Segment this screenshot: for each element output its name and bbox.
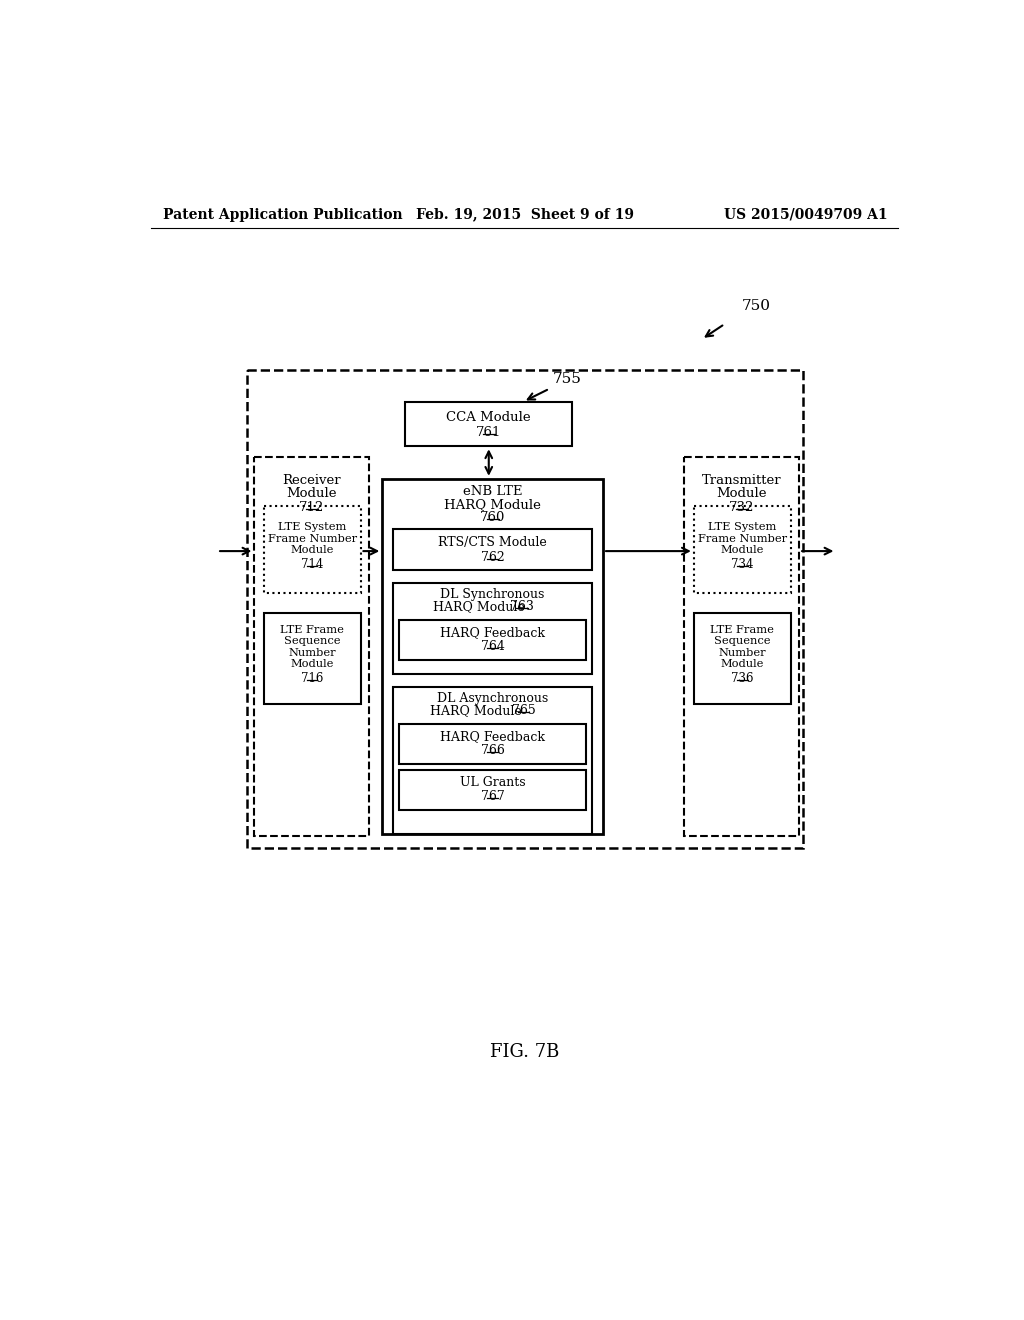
- Bar: [693, 507, 791, 593]
- Bar: [393, 529, 592, 570]
- Bar: [393, 582, 592, 673]
- Text: 736: 736: [731, 672, 754, 685]
- Text: DL Asynchronous: DL Asynchronous: [437, 693, 548, 705]
- Text: DL Synchronous: DL Synchronous: [440, 589, 545, 602]
- Text: 750: 750: [741, 300, 771, 313]
- Text: 712: 712: [299, 502, 325, 515]
- Text: Transmitter: Transmitter: [702, 474, 781, 487]
- Text: Sequence: Sequence: [714, 636, 770, 647]
- Text: Number: Number: [719, 648, 766, 657]
- Text: Sequence: Sequence: [284, 636, 340, 647]
- Text: Module: Module: [721, 659, 764, 669]
- Text: HARQ Module: HARQ Module: [430, 704, 521, 717]
- Text: Receiver: Receiver: [283, 474, 341, 487]
- Text: HARQ Feedback: HARQ Feedback: [440, 626, 545, 639]
- Bar: [263, 612, 360, 704]
- Text: Module: Module: [291, 659, 334, 669]
- Text: 755: 755: [553, 372, 582, 387]
- Text: HARQ Module: HARQ Module: [433, 601, 524, 612]
- Bar: [406, 401, 572, 446]
- Bar: [399, 619, 586, 660]
- Text: 760: 760: [480, 511, 505, 524]
- Text: 763: 763: [510, 601, 535, 612]
- Text: HARQ Feedback: HARQ Feedback: [440, 730, 545, 743]
- Bar: [393, 686, 592, 834]
- Bar: [399, 723, 586, 763]
- Text: Frame Number: Frame Number: [697, 533, 786, 544]
- Text: Module: Module: [717, 487, 767, 500]
- Text: CCA Module: CCA Module: [446, 411, 531, 424]
- Text: 762: 762: [480, 550, 505, 564]
- Text: Frame Number: Frame Number: [267, 533, 356, 544]
- Bar: [247, 370, 803, 847]
- Text: 716: 716: [301, 672, 324, 685]
- Text: 734: 734: [731, 558, 754, 572]
- Text: Module: Module: [291, 545, 334, 556]
- Text: FIG. 7B: FIG. 7B: [490, 1043, 559, 1060]
- Bar: [693, 612, 791, 704]
- Text: eNB LTE: eNB LTE: [463, 486, 522, 499]
- Text: LTE System: LTE System: [278, 523, 346, 532]
- Text: Module: Module: [287, 487, 337, 500]
- Text: LTE System: LTE System: [708, 523, 776, 532]
- Text: 761: 761: [476, 426, 502, 440]
- Text: 714: 714: [301, 558, 324, 572]
- Text: HARQ Module: HARQ Module: [444, 498, 541, 511]
- Text: LTE Frame: LTE Frame: [281, 624, 344, 635]
- Bar: [382, 479, 603, 834]
- Text: US 2015/0049709 A1: US 2015/0049709 A1: [724, 207, 888, 222]
- Text: LTE Frame: LTE Frame: [711, 624, 774, 635]
- Text: UL Grants: UL Grants: [460, 776, 525, 789]
- Text: 765: 765: [512, 704, 536, 717]
- Text: Number: Number: [288, 648, 336, 657]
- Text: 767: 767: [480, 791, 505, 804]
- Text: Feb. 19, 2015  Sheet 9 of 19: Feb. 19, 2015 Sheet 9 of 19: [416, 207, 634, 222]
- Text: RTS/CTS Module: RTS/CTS Module: [438, 536, 547, 549]
- Text: 732: 732: [729, 502, 755, 515]
- Text: 766: 766: [480, 744, 505, 758]
- Text: 764: 764: [480, 640, 505, 653]
- Bar: [399, 770, 586, 809]
- Bar: [684, 457, 799, 836]
- Bar: [263, 507, 360, 593]
- Bar: [254, 457, 369, 836]
- Text: Module: Module: [721, 545, 764, 556]
- Text: Patent Application Publication: Patent Application Publication: [163, 207, 402, 222]
